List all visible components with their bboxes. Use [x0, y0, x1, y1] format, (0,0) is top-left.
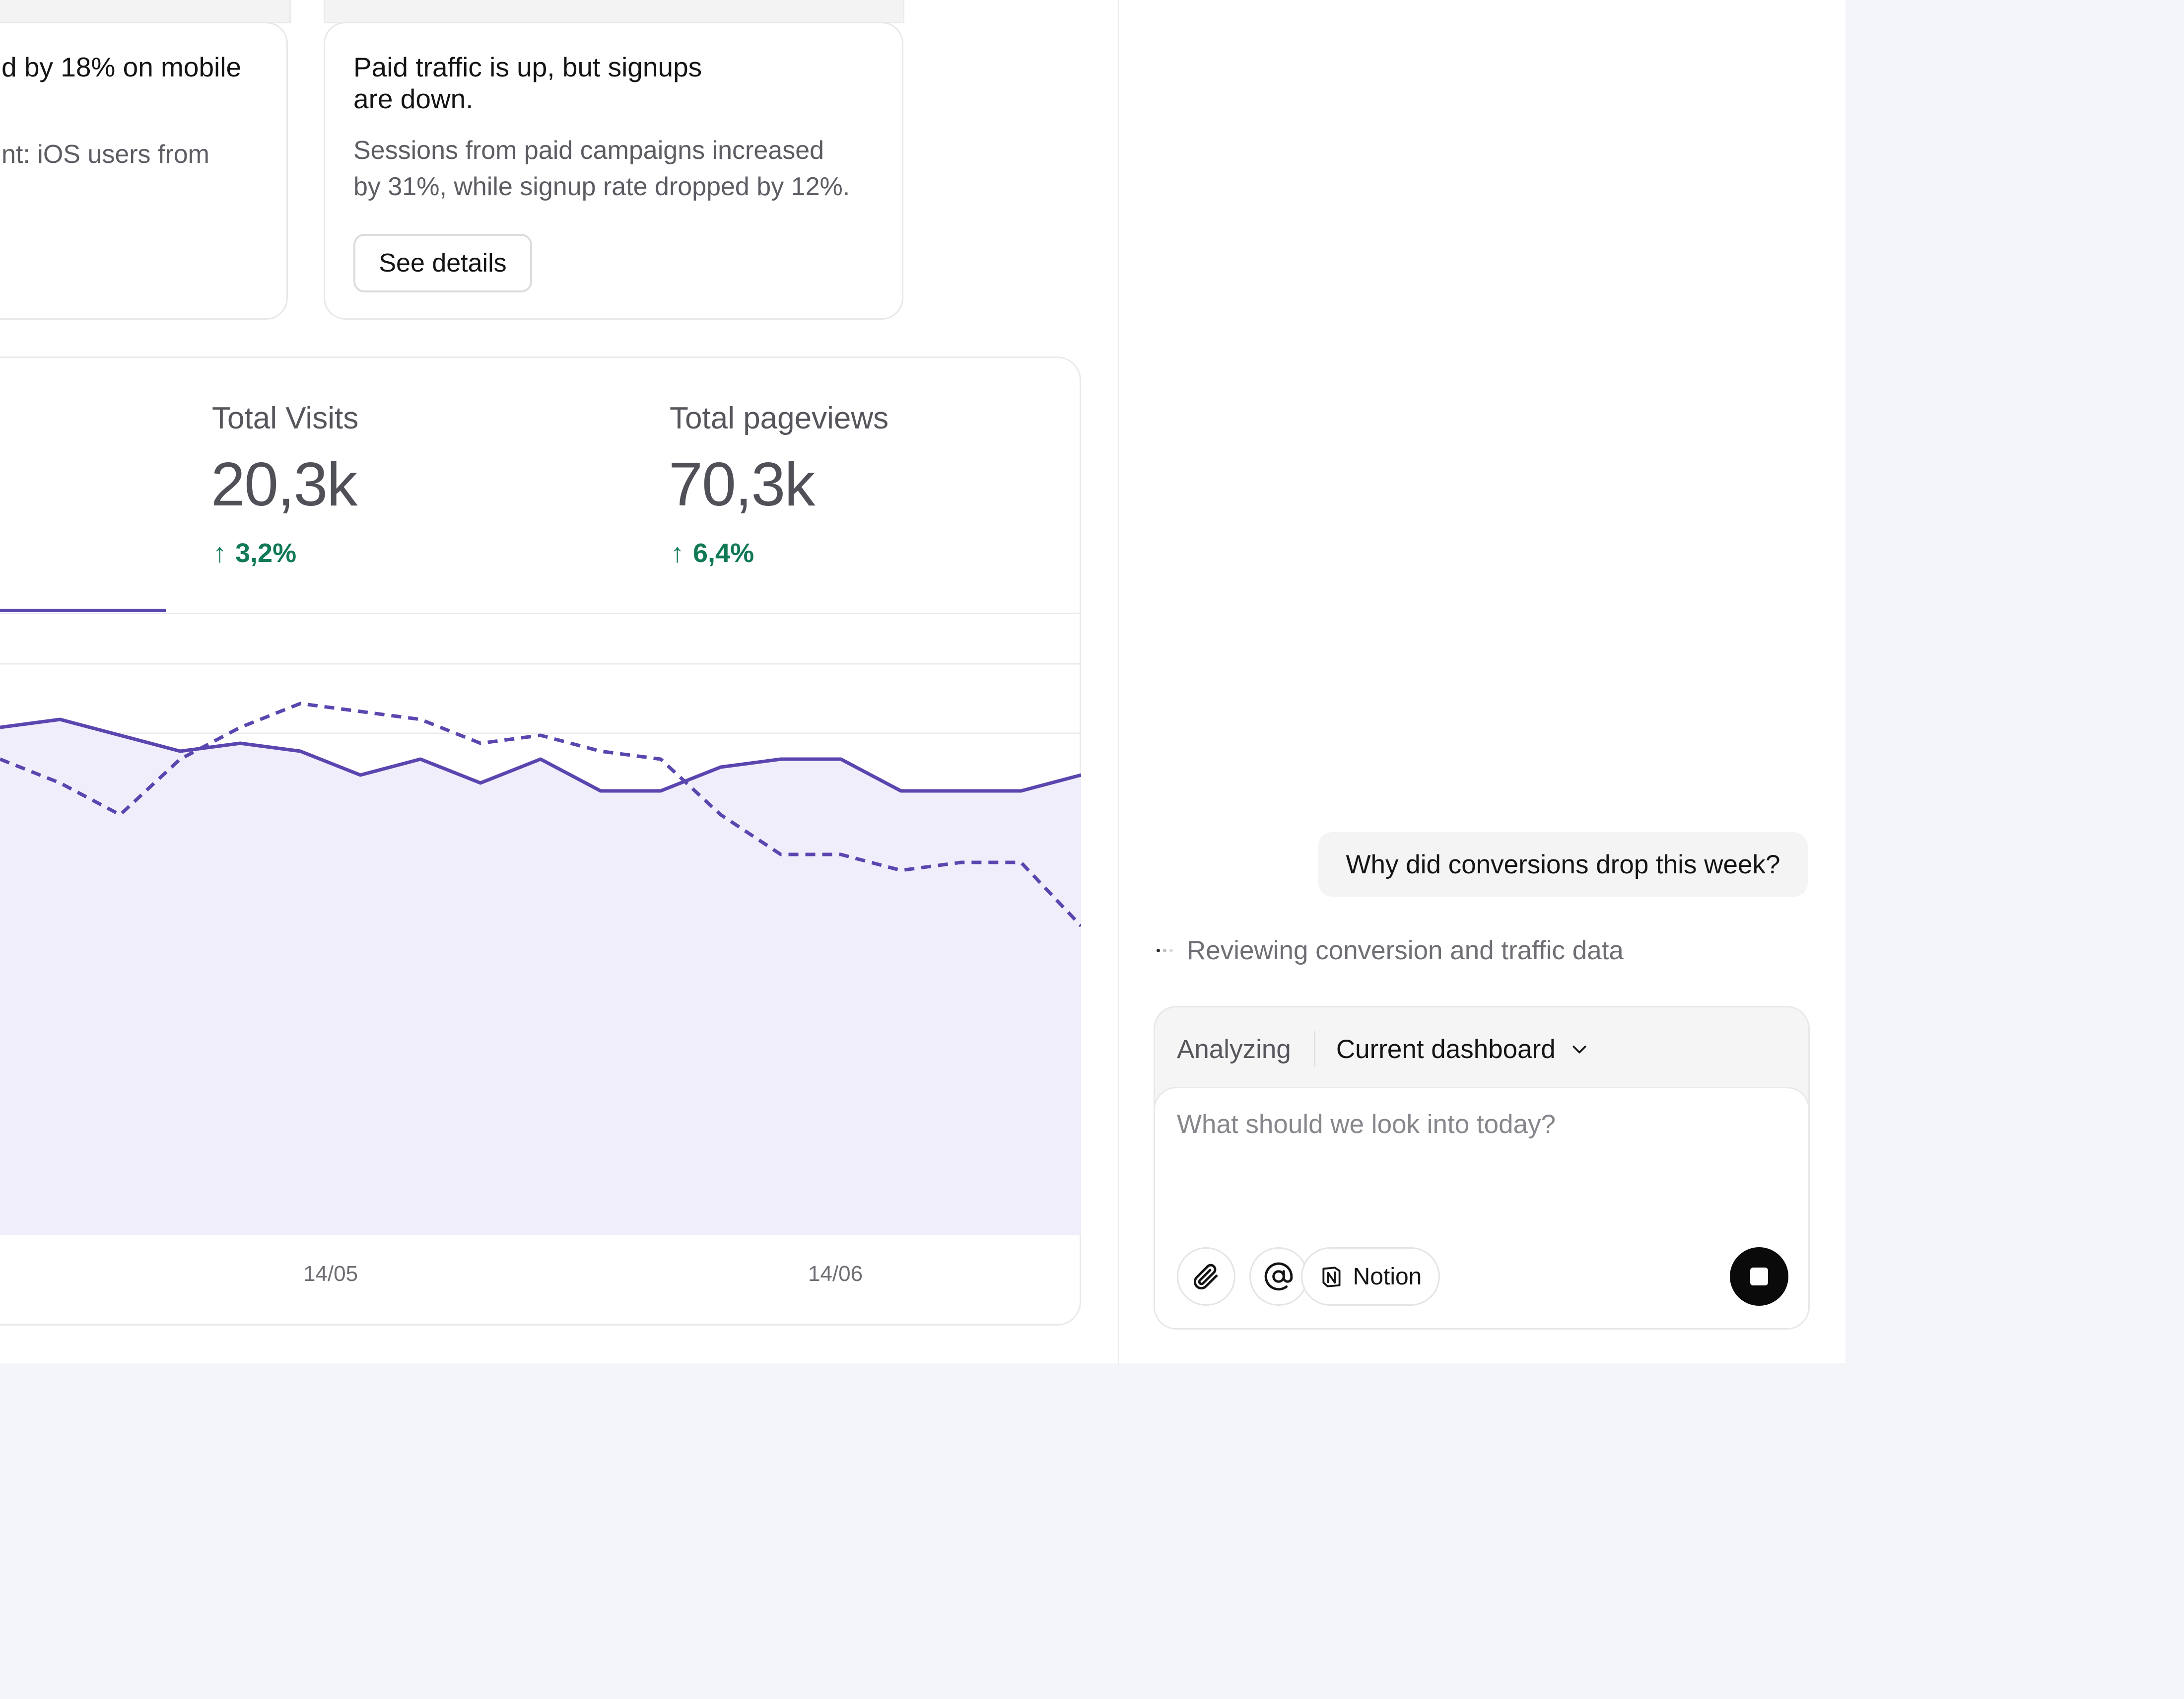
- insight-body-line: Sessions from paid campaigns increased: [353, 136, 824, 165]
- series-line-solid: [0, 717, 1081, 793]
- stop-generation-button[interactable]: [1730, 1247, 1788, 1306]
- card-stack-shadow: [0, 0, 291, 23]
- insight-title: d by 18% on mobile: [1, 52, 242, 82]
- chat-input-placeholder: What should we look into today?: [1177, 1110, 1556, 1139]
- insight-title: Paid traffic is up, but signups are down…: [353, 51, 702, 115]
- metrics-divider: [0, 613, 1081, 614]
- metric-delta-visits: ↑ 3,2%: [213, 538, 296, 568]
- metric-value-visits: 20,3k: [211, 450, 357, 519]
- chat-composer: Analyzing Current dashboard What should …: [1154, 1006, 1810, 1330]
- dashboard-surface: d by 18% on mobile nt: iOS users from Pa…: [0, 0, 1845, 1363]
- insight-title-line: Paid traffic is up, but signups: [353, 52, 702, 82]
- loading-dots-icon: [1157, 949, 1173, 952]
- notion-source-label: Notion: [1353, 1263, 1422, 1290]
- metric-label-visits: Total Visits: [212, 401, 359, 435]
- see-details-button[interactable]: See details: [353, 234, 532, 292]
- user-message-bubble: Why did conversions drop this week?: [1318, 832, 1808, 897]
- stop-icon: [1750, 1268, 1768, 1285]
- series-line-dashed: [0, 702, 1081, 927]
- paperclip-icon: [1193, 1264, 1218, 1290]
- insight-card-paid-traffic[interactable]: Paid traffic is up, but signups are down…: [324, 22, 903, 320]
- metric-delta-value: 3,2%: [235, 538, 297, 568]
- insight-body: nt: iOS users from: [1, 140, 209, 169]
- insight-body-line: by 31%, while signup rate dropped by 12%…: [353, 172, 850, 201]
- context-dropdown-label: Current dashboard: [1336, 1034, 1556, 1064]
- insight-title-line: are down.: [353, 83, 474, 114]
- chevron-down-icon: [1572, 1046, 1586, 1054]
- active-metric-tab-indicator: [0, 609, 166, 612]
- arrow-up-icon: ↑: [671, 538, 684, 568]
- chat-panel-divider: [1118, 0, 1119, 1363]
- context-dropdown[interactable]: Current dashboard: [1336, 1034, 1589, 1064]
- insight-card-mobile[interactable]: d by 18% on mobile nt: iOS users from: [0, 22, 288, 320]
- x-axis-tick: 14/05: [303, 1262, 358, 1286]
- mention-button[interactable]: [1249, 1247, 1308, 1306]
- status-text: Reviewing conversion and traffic data: [1187, 936, 1624, 965]
- context-separator: [1313, 1031, 1315, 1067]
- chat-input[interactable]: What should we look into today? Notion: [1154, 1087, 1810, 1330]
- series-area-fill: [0, 719, 1081, 1235]
- metric-delta-value: 6,4%: [693, 538, 754, 568]
- traffic-line-chart: [0, 663, 1081, 1235]
- notion-icon: [1322, 1267, 1341, 1287]
- card-stack-shadow: [324, 0, 904, 23]
- assistant-status: Reviewing conversion and traffic data: [1157, 935, 1624, 966]
- insight-body: Sessions from paid campaigns increased b…: [353, 133, 850, 205]
- metric-value-pageviews: 70,3k: [669, 450, 815, 519]
- at-sign-icon: [1264, 1262, 1293, 1291]
- notion-source-button[interactable]: Notion: [1301, 1247, 1440, 1306]
- metric-delta-pageviews: ↑ 6,4%: [671, 538, 754, 568]
- arrow-up-icon: ↑: [213, 538, 226, 568]
- analyzing-label: Analyzing: [1177, 1034, 1291, 1064]
- x-axis-tick: 14/06: [808, 1262, 863, 1286]
- composer-context-bar: Analyzing Current dashboard: [1177, 1031, 1589, 1067]
- metric-label-pageviews: Total pageviews: [670, 401, 889, 435]
- attach-button[interactable]: [1177, 1247, 1235, 1306]
